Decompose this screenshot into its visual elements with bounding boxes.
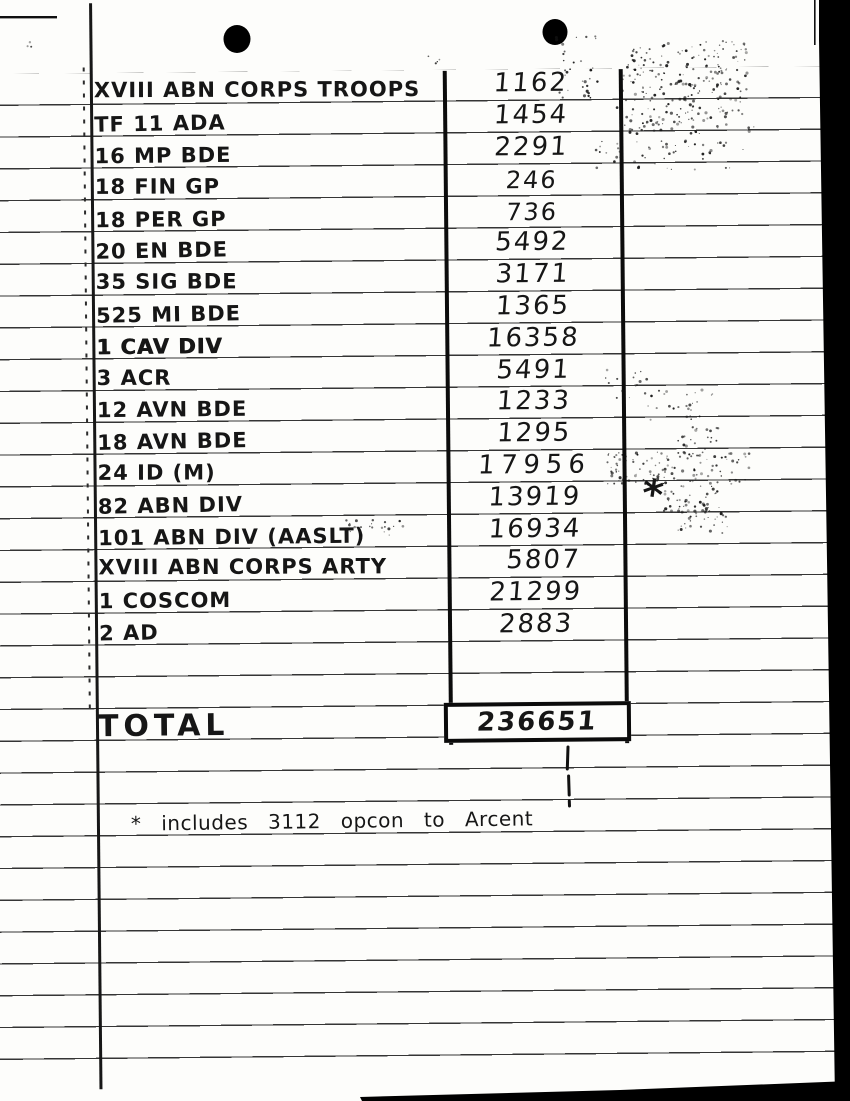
- troop-count: 246: [504, 165, 559, 195]
- unit-name: XVIII ABN CORPS ARTY: [98, 554, 388, 580]
- troop-count: 17956: [476, 449, 593, 481]
- troop-count: 21299: [488, 576, 584, 608]
- unit-name: 18 PER GP: [95, 206, 227, 232]
- troop-count: 13919: [487, 481, 583, 513]
- unit-name: XVIII ABN CORPS TROOPS: [93, 77, 421, 103]
- troop-count: 3171: [494, 258, 571, 290]
- total-label: TOTAL: [97, 707, 230, 745]
- troop-count: 1162: [492, 68, 570, 99]
- unit-name: TF 11 ADA: [94, 110, 226, 138]
- unit-name: 18 FIN GP: [94, 174, 221, 199]
- troop-count: 1454: [492, 99, 570, 131]
- unit-name: 1 COSCOM: [98, 588, 232, 614]
- unit-name: 82 ABN DIV: [97, 492, 244, 519]
- unit-name: 2 AD: [98, 620, 159, 646]
- troop-count: 2883: [497, 608, 575, 640]
- unit-name: 35 SIG BDE: [95, 269, 238, 295]
- strength-table: XVIII ABN CORPS TROOPS 1162 TF 11 ADA 1454…: [0, 65, 850, 645]
- unit-name: 1 CAV DIV: [96, 333, 223, 360]
- troop-count: 1295: [495, 417, 573, 449]
- unit-name: 12 AVN BDE: [96, 397, 248, 423]
- troop-count: 1365: [494, 290, 572, 322]
- troop-count: 5491: [495, 354, 572, 386]
- unit-name: 24 ID (M): [97, 460, 216, 485]
- troop-count: 5492: [494, 227, 571, 258]
- troop-count: 5807: [505, 545, 582, 576]
- total-box: 236651: [443, 701, 632, 743]
- unit-name: 18 AVN BDE: [97, 428, 248, 456]
- unit-name: 16 MP BDE: [94, 142, 232, 169]
- troop-count: 2291: [493, 131, 570, 163]
- troop-count: 16934: [487, 513, 583, 545]
- troop-count: 1233: [495, 386, 573, 417]
- unit-name: 3 ACR: [96, 365, 172, 390]
- total-value: 236651: [475, 706, 600, 738]
- troop-count: 16358: [485, 322, 581, 354]
- troop-count: 736: [505, 197, 560, 226]
- unit-name: 20 EN BDE: [95, 237, 229, 265]
- unit-name: 525 MI BDE: [95, 301, 242, 328]
